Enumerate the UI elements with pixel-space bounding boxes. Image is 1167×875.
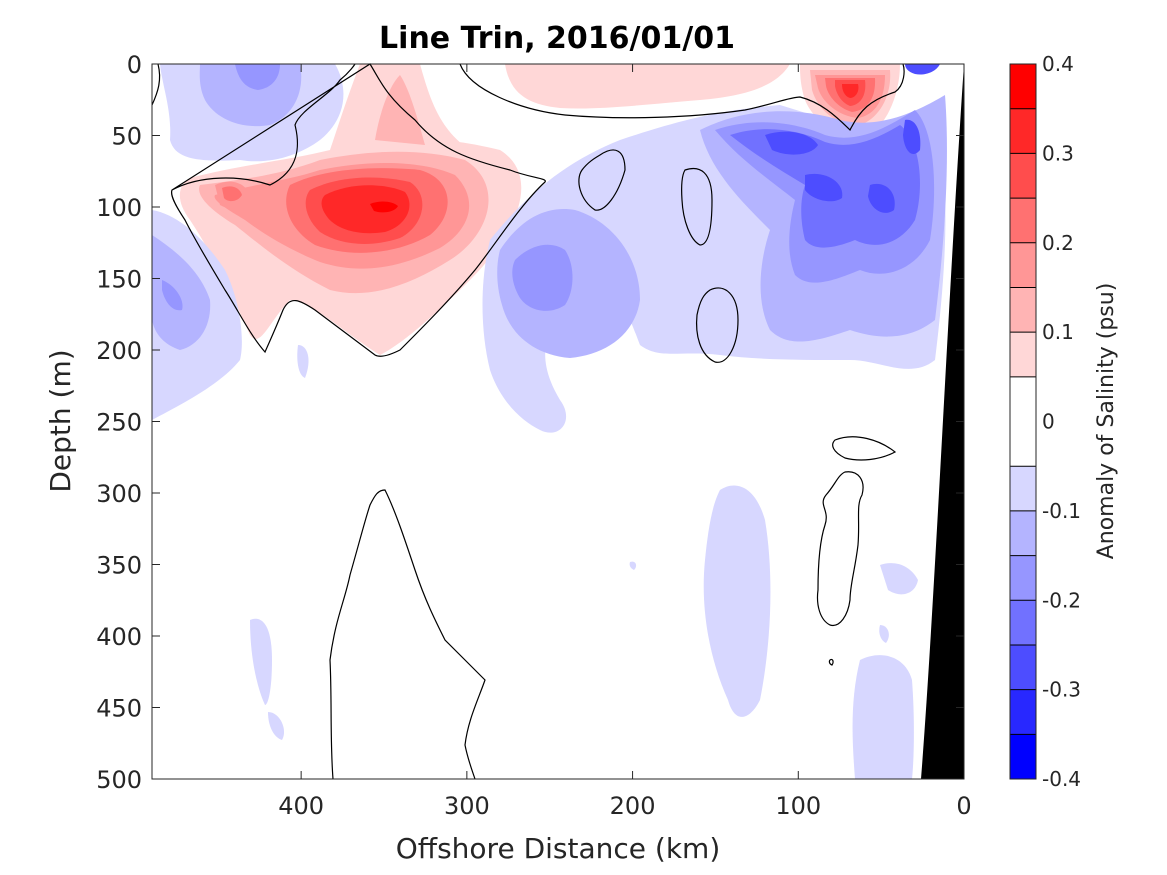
zero-contour-lines xyxy=(151,63,905,780)
colorbar: 0.4 0.3 0.2 0.1 0 -0.1 -0.2 -0.3 -0.4 xyxy=(1009,52,1081,791)
y-tick-label: 450 xyxy=(96,695,142,723)
colorbar-segment xyxy=(1010,466,1036,512)
colorbar-segment xyxy=(1010,332,1036,378)
zero-contour-loop-4 xyxy=(832,436,897,461)
positive-core xyxy=(321,185,410,234)
y-tick-label: 200 xyxy=(96,337,142,365)
negative-mid-nearshore xyxy=(880,563,918,595)
negative-deep-speck-5 xyxy=(629,561,637,570)
negative-deep-speck-1 xyxy=(250,618,272,705)
colorbar-segment xyxy=(1010,734,1036,780)
x-axis: 400 300 200 100 0 xyxy=(278,64,972,820)
colorbar-segment xyxy=(1010,108,1036,154)
y-axis: 0 50 100 150 200 250 300 350 400 450 500 xyxy=(96,51,964,794)
y-tick-label: 400 xyxy=(96,623,142,651)
colorbar-segment xyxy=(1010,242,1036,288)
positive-core-peak xyxy=(370,201,398,213)
negative-surface-tip xyxy=(905,64,940,75)
colorbar-segment xyxy=(1010,198,1036,244)
zero-contour-left xyxy=(151,63,161,106)
y-tick-label: 250 xyxy=(96,409,142,437)
colorbar-tick-label: 0 xyxy=(1042,410,1055,434)
x-tick-label: 0 xyxy=(956,792,971,820)
colorbar-tick-label: 0.1 xyxy=(1042,320,1074,344)
negative-deep-nearshore xyxy=(852,655,914,779)
negative-deep-west-2 xyxy=(152,235,211,350)
colorbar-tick-label: 0.4 xyxy=(1042,52,1074,76)
plot-area xyxy=(151,63,965,780)
colorbar-tick-label: -0.1 xyxy=(1042,499,1081,523)
zero-contour-surface xyxy=(459,63,905,132)
colorbar-segment xyxy=(1010,64,1036,110)
y-axis-label: Depth (m) xyxy=(44,349,77,492)
chart-title: Line Trin, 2016/01/01 xyxy=(379,21,735,56)
seafloor-bathymetry xyxy=(921,64,964,779)
negative-surface-west-2 xyxy=(199,64,302,127)
colorbar-segment xyxy=(1010,153,1036,199)
positive-mid-2 xyxy=(375,75,425,145)
colorbar-segment xyxy=(1010,376,1036,422)
zero-contour-speck xyxy=(828,658,834,666)
zero-contour-loop-5 xyxy=(816,471,864,626)
x-tick-label: 200 xyxy=(610,792,656,820)
colorbar-segment xyxy=(1010,421,1036,467)
positive-patch-left-core xyxy=(222,186,242,202)
colorbar-segment xyxy=(1010,287,1036,333)
x-tick-label: 400 xyxy=(278,792,324,820)
x-tick-label: 100 xyxy=(775,792,821,820)
zero-contour-loop-1 xyxy=(578,149,626,211)
zero-contour-loop-2 xyxy=(681,168,713,246)
y-tick-label: 50 xyxy=(111,123,142,151)
colorbar-segment xyxy=(1010,644,1036,691)
positive-surface-upper xyxy=(505,64,790,109)
x-tick-label: 300 xyxy=(444,792,490,820)
colorbar-tick-label: 0.3 xyxy=(1042,141,1074,165)
y-tick-label: 350 xyxy=(96,552,142,580)
negative-nearshore-core xyxy=(765,131,818,155)
negative-deep-speck-3 xyxy=(297,345,309,378)
positive-surface-peak xyxy=(842,84,859,98)
colorbar-tick-label: 0.2 xyxy=(1042,231,1074,255)
negative-surface-west-3 xyxy=(235,64,280,90)
negative-deep-west-3 xyxy=(162,280,183,311)
y-tick-label: 500 xyxy=(96,766,142,794)
x-axis-label: Offshore Distance (km) xyxy=(396,832,721,865)
colorbar-segment xyxy=(1010,600,1036,646)
contour-fills xyxy=(152,64,947,779)
y-tick-label: 300 xyxy=(96,480,142,508)
y-tick-label: 150 xyxy=(96,266,142,294)
colorbar-tick-label: -0.3 xyxy=(1042,678,1081,702)
colorbar-segment xyxy=(1010,555,1036,601)
negative-nearshore-core-b xyxy=(805,173,843,202)
colorbar-tick-label: -0.2 xyxy=(1042,588,1081,612)
colorbar-label: Anomaly of Salinity (psu) xyxy=(1094,283,1119,560)
negative-midcore xyxy=(512,244,573,311)
colorbar-frame xyxy=(1009,63,1037,780)
negative-nearshore-core-c xyxy=(868,183,895,213)
zero-contour-deep xyxy=(329,489,486,780)
zero-contour-loop-3 xyxy=(695,287,739,363)
negative-nearshore-core-2 xyxy=(903,119,921,155)
negative-deep-speck-4 xyxy=(879,625,889,643)
y-tick-label: 0 xyxy=(127,51,142,79)
colorbar-segment xyxy=(1010,689,1036,735)
zero-contour-main xyxy=(170,63,546,357)
colorbar-tick-label: -0.4 xyxy=(1042,767,1081,791)
negative-deep-speck-2 xyxy=(268,712,285,740)
y-tick-label: 100 xyxy=(96,194,142,222)
colorbar-segment xyxy=(1010,510,1036,557)
negative-deep-band xyxy=(703,485,771,717)
